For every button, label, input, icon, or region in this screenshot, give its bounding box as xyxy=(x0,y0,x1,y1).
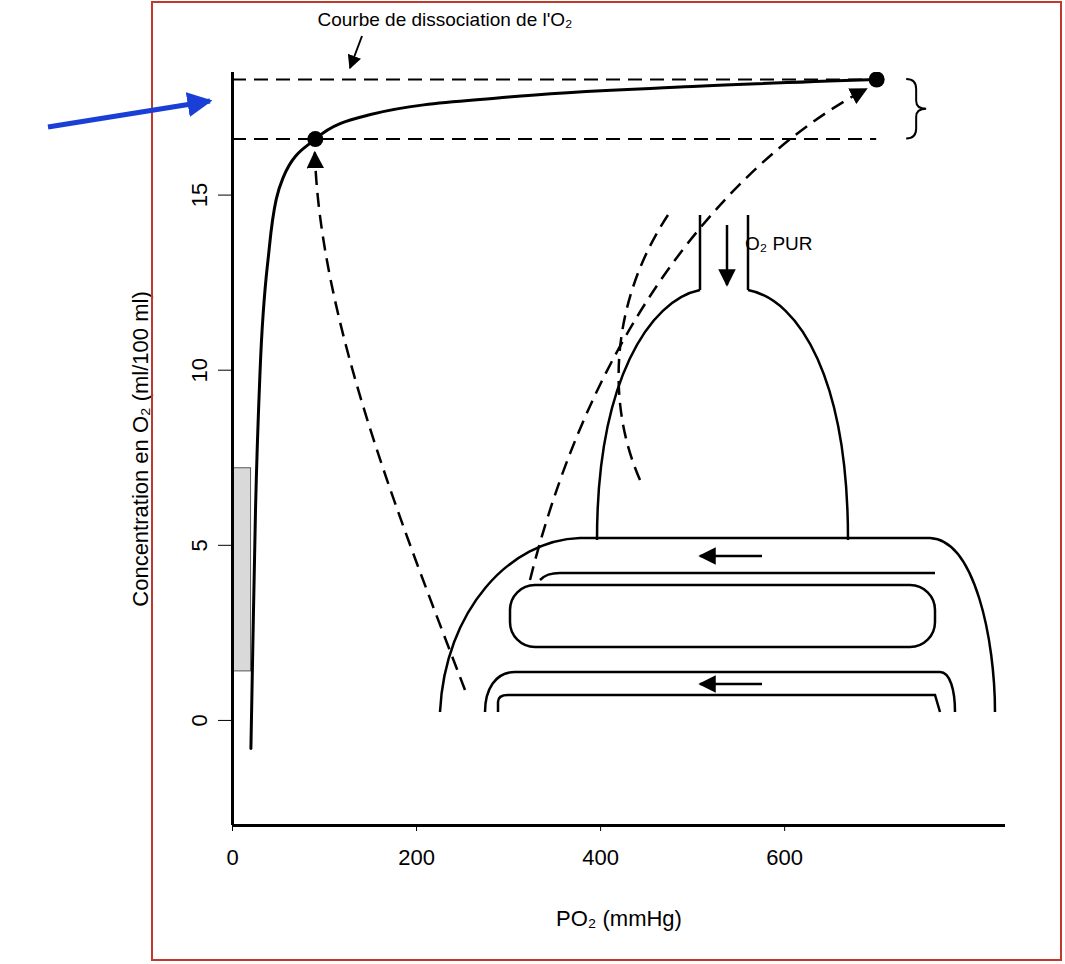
svg-text:5: 5 xyxy=(187,539,212,551)
svg-text:O₂ PUR: O₂ PUR xyxy=(745,233,813,254)
svg-text:10: 10 xyxy=(187,358,212,382)
svg-text:Courbe de dissociation de l'O₂: Courbe de dissociation de l'O₂ xyxy=(318,9,573,30)
svg-text:200: 200 xyxy=(398,845,435,870)
svg-text:PO₂ (mmHg): PO₂ (mmHg) xyxy=(556,906,682,931)
svg-text:600: 600 xyxy=(766,845,803,870)
svg-text:Concentration en O₂ (ml/100 ml: Concentration en O₂ (ml/100 ml) xyxy=(128,291,153,606)
svg-text:0: 0 xyxy=(187,714,212,726)
svg-text:0: 0 xyxy=(226,845,238,870)
svg-text:400: 400 xyxy=(582,845,619,870)
svg-text:15: 15 xyxy=(187,183,212,207)
